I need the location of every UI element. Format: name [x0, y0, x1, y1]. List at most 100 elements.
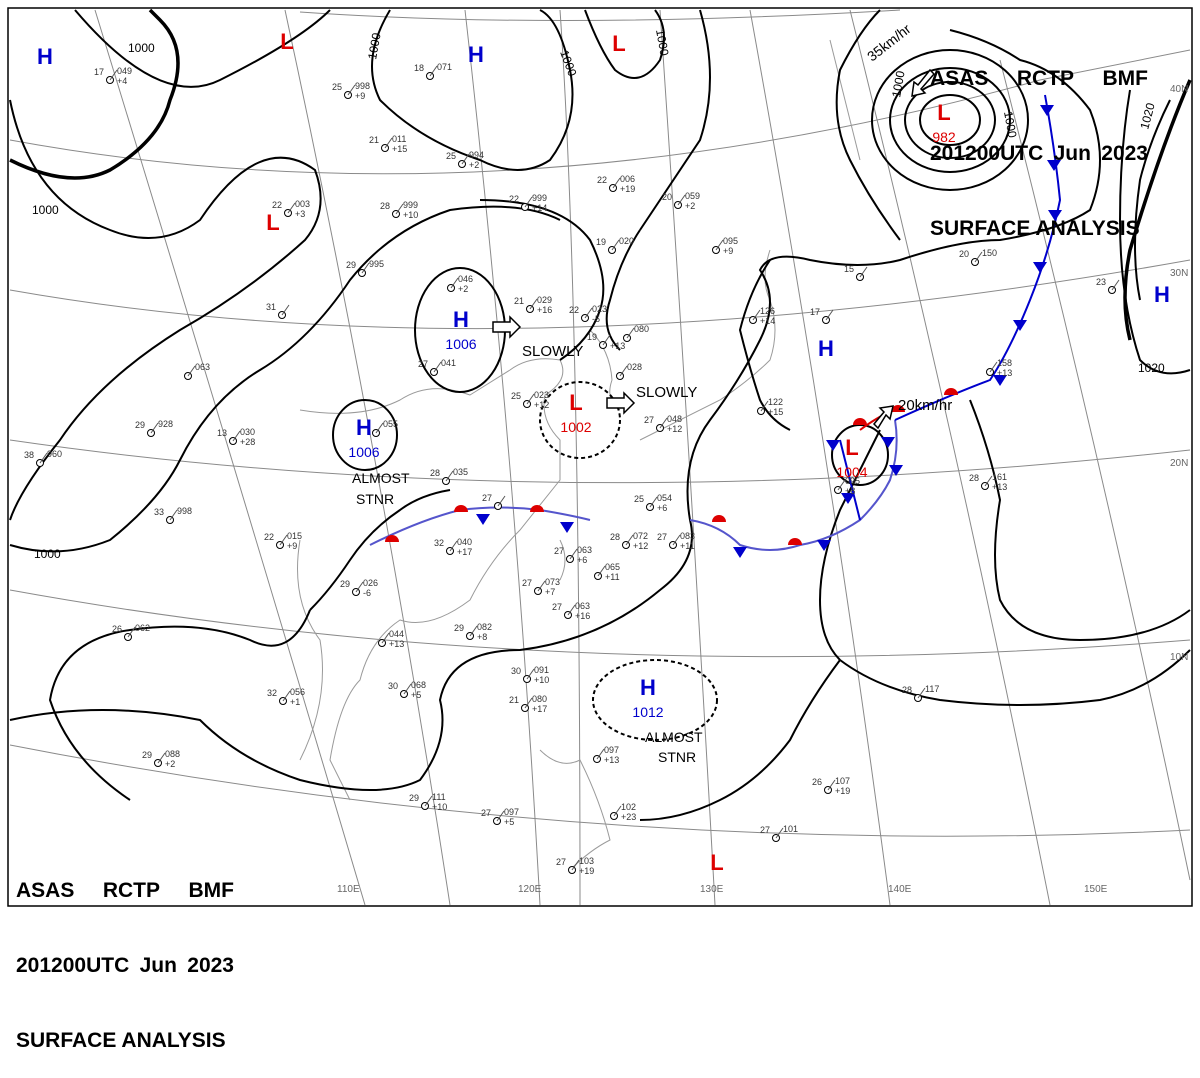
isobar-label: 1000	[34, 547, 61, 561]
wind-barb	[361, 262, 370, 274]
wind-barb	[281, 304, 290, 316]
station-tendency: +15	[768, 407, 783, 417]
wind-barb	[571, 859, 580, 871]
isobar-1000	[9, 8, 180, 180]
low-pressure-label: L	[710, 850, 723, 875]
station-pressure: 028	[627, 362, 642, 372]
station-pressure: 029	[537, 295, 552, 305]
station-tendency: +13	[997, 368, 1012, 378]
low-pressure-label: L	[612, 31, 625, 56]
wind-barb	[1111, 279, 1120, 291]
isobar-label: 1000	[889, 69, 907, 98]
cold-front-triangle	[1047, 160, 1061, 171]
station-tendency: +13	[389, 639, 404, 649]
station-tendency: +19	[579, 866, 594, 876]
station-tendency: +4	[117, 76, 127, 86]
isobar-label: 1000	[128, 41, 155, 55]
wind-barb	[917, 687, 926, 699]
station-plot: 19 020	[596, 236, 634, 254]
cold-front-triangle	[733, 547, 747, 558]
isobar	[639, 9, 711, 231]
warm-front-semicircle	[385, 535, 399, 542]
isobar-ring	[332, 399, 398, 471]
isobar	[371, 9, 574, 171]
warm-front-semicircle	[788, 538, 802, 545]
station-pressure: 055	[383, 419, 398, 429]
station-tendency: +2	[458, 284, 468, 294]
wind-barb	[974, 251, 983, 263]
station-temperature: 28	[969, 473, 979, 483]
station-tendency: +10	[534, 675, 549, 685]
station-tendency: +12	[534, 400, 549, 410]
cold-front-triangle	[826, 440, 840, 451]
arrow-icon	[606, 391, 636, 415]
isobar	[9, 205, 561, 553]
station-pressure: 023	[534, 390, 549, 400]
isobars	[9, 9, 1191, 821]
station-temperature: 19	[596, 237, 606, 247]
station-tendency: +7	[545, 587, 555, 597]
wind-barb	[169, 509, 178, 521]
station-pressure: 126	[760, 306, 775, 316]
wind-barb	[625, 534, 634, 546]
station-temperature: 33	[154, 507, 164, 517]
movement-label: ALMOST	[352, 470, 410, 486]
station-plot: 23	[1096, 277, 1120, 294]
wind-barb	[626, 327, 635, 339]
station-tendency: +1	[290, 697, 300, 707]
station-plot: 22 006+19	[597, 174, 635, 194]
station-pressure: 999	[532, 193, 547, 203]
isobar-label: 1000	[653, 28, 671, 57]
station-temperature: 28	[902, 685, 912, 695]
header-year: 2023	[187, 954, 234, 977]
station-pressure: 015	[287, 531, 302, 541]
grid-lon-line	[659, 9, 716, 906]
isobar	[9, 99, 322, 521]
wind-barb	[611, 239, 620, 251]
warm-front-semicircle	[891, 405, 905, 412]
isobar	[969, 399, 1191, 642]
station-temperature: 32	[434, 538, 444, 548]
low-pressure-label: L	[280, 29, 293, 54]
isobar-1000	[1123, 79, 1192, 341]
station-pressure: 097	[504, 807, 519, 817]
wind-barb	[529, 298, 538, 310]
station-temperature: 31	[266, 302, 276, 312]
wind-barb	[279, 534, 288, 546]
station-temperature: 20	[662, 192, 672, 202]
station-plot: 20 059+2	[662, 191, 700, 211]
warm-front-semicircle	[712, 515, 726, 522]
station-tendency: +5	[504, 817, 514, 827]
header-station: RCTP	[102, 879, 161, 902]
wind-barb	[524, 697, 533, 709]
station-temperature: 25	[446, 151, 456, 161]
coastline-kamchatka	[829, 39, 861, 161]
wind-barb	[524, 196, 533, 208]
station-plot: 30 068+5	[388, 680, 426, 700]
station-pressure: 091	[534, 665, 549, 675]
grid-lat-line	[9, 259, 1191, 330]
station-temperature: 29	[135, 420, 145, 430]
wind-barb	[469, 625, 478, 637]
station-temperature: 27	[418, 359, 428, 369]
pressure-systems: H L H L L L 982 H 1006 H 1006 L 1002 H L 1004 H H 1012 L	[37, 29, 1170, 875]
station-plot: 095+8	[834, 476, 860, 496]
station-plot: 26 062	[112, 623, 150, 641]
station-plot: 29 082+8	[454, 622, 492, 642]
coastline-japan	[639, 249, 776, 441]
station-plot: 25 023+12	[511, 390, 549, 410]
station-plot: 26 107+19	[812, 776, 850, 796]
cold-front-triangle	[889, 465, 903, 476]
station-temperature: 32	[267, 688, 277, 698]
wind-barb	[187, 365, 196, 377]
high-pressure-label: H	[37, 44, 53, 69]
station-temperature: 21	[514, 296, 524, 306]
station-pressure: 097	[604, 745, 619, 755]
cold-front-triangle	[817, 540, 831, 551]
station-temperature: 25	[511, 391, 521, 401]
isobar	[48, 609, 311, 801]
wind-barb	[989, 361, 998, 373]
station-pressure: 998	[355, 81, 370, 91]
header-station: RCTP	[1016, 67, 1075, 90]
